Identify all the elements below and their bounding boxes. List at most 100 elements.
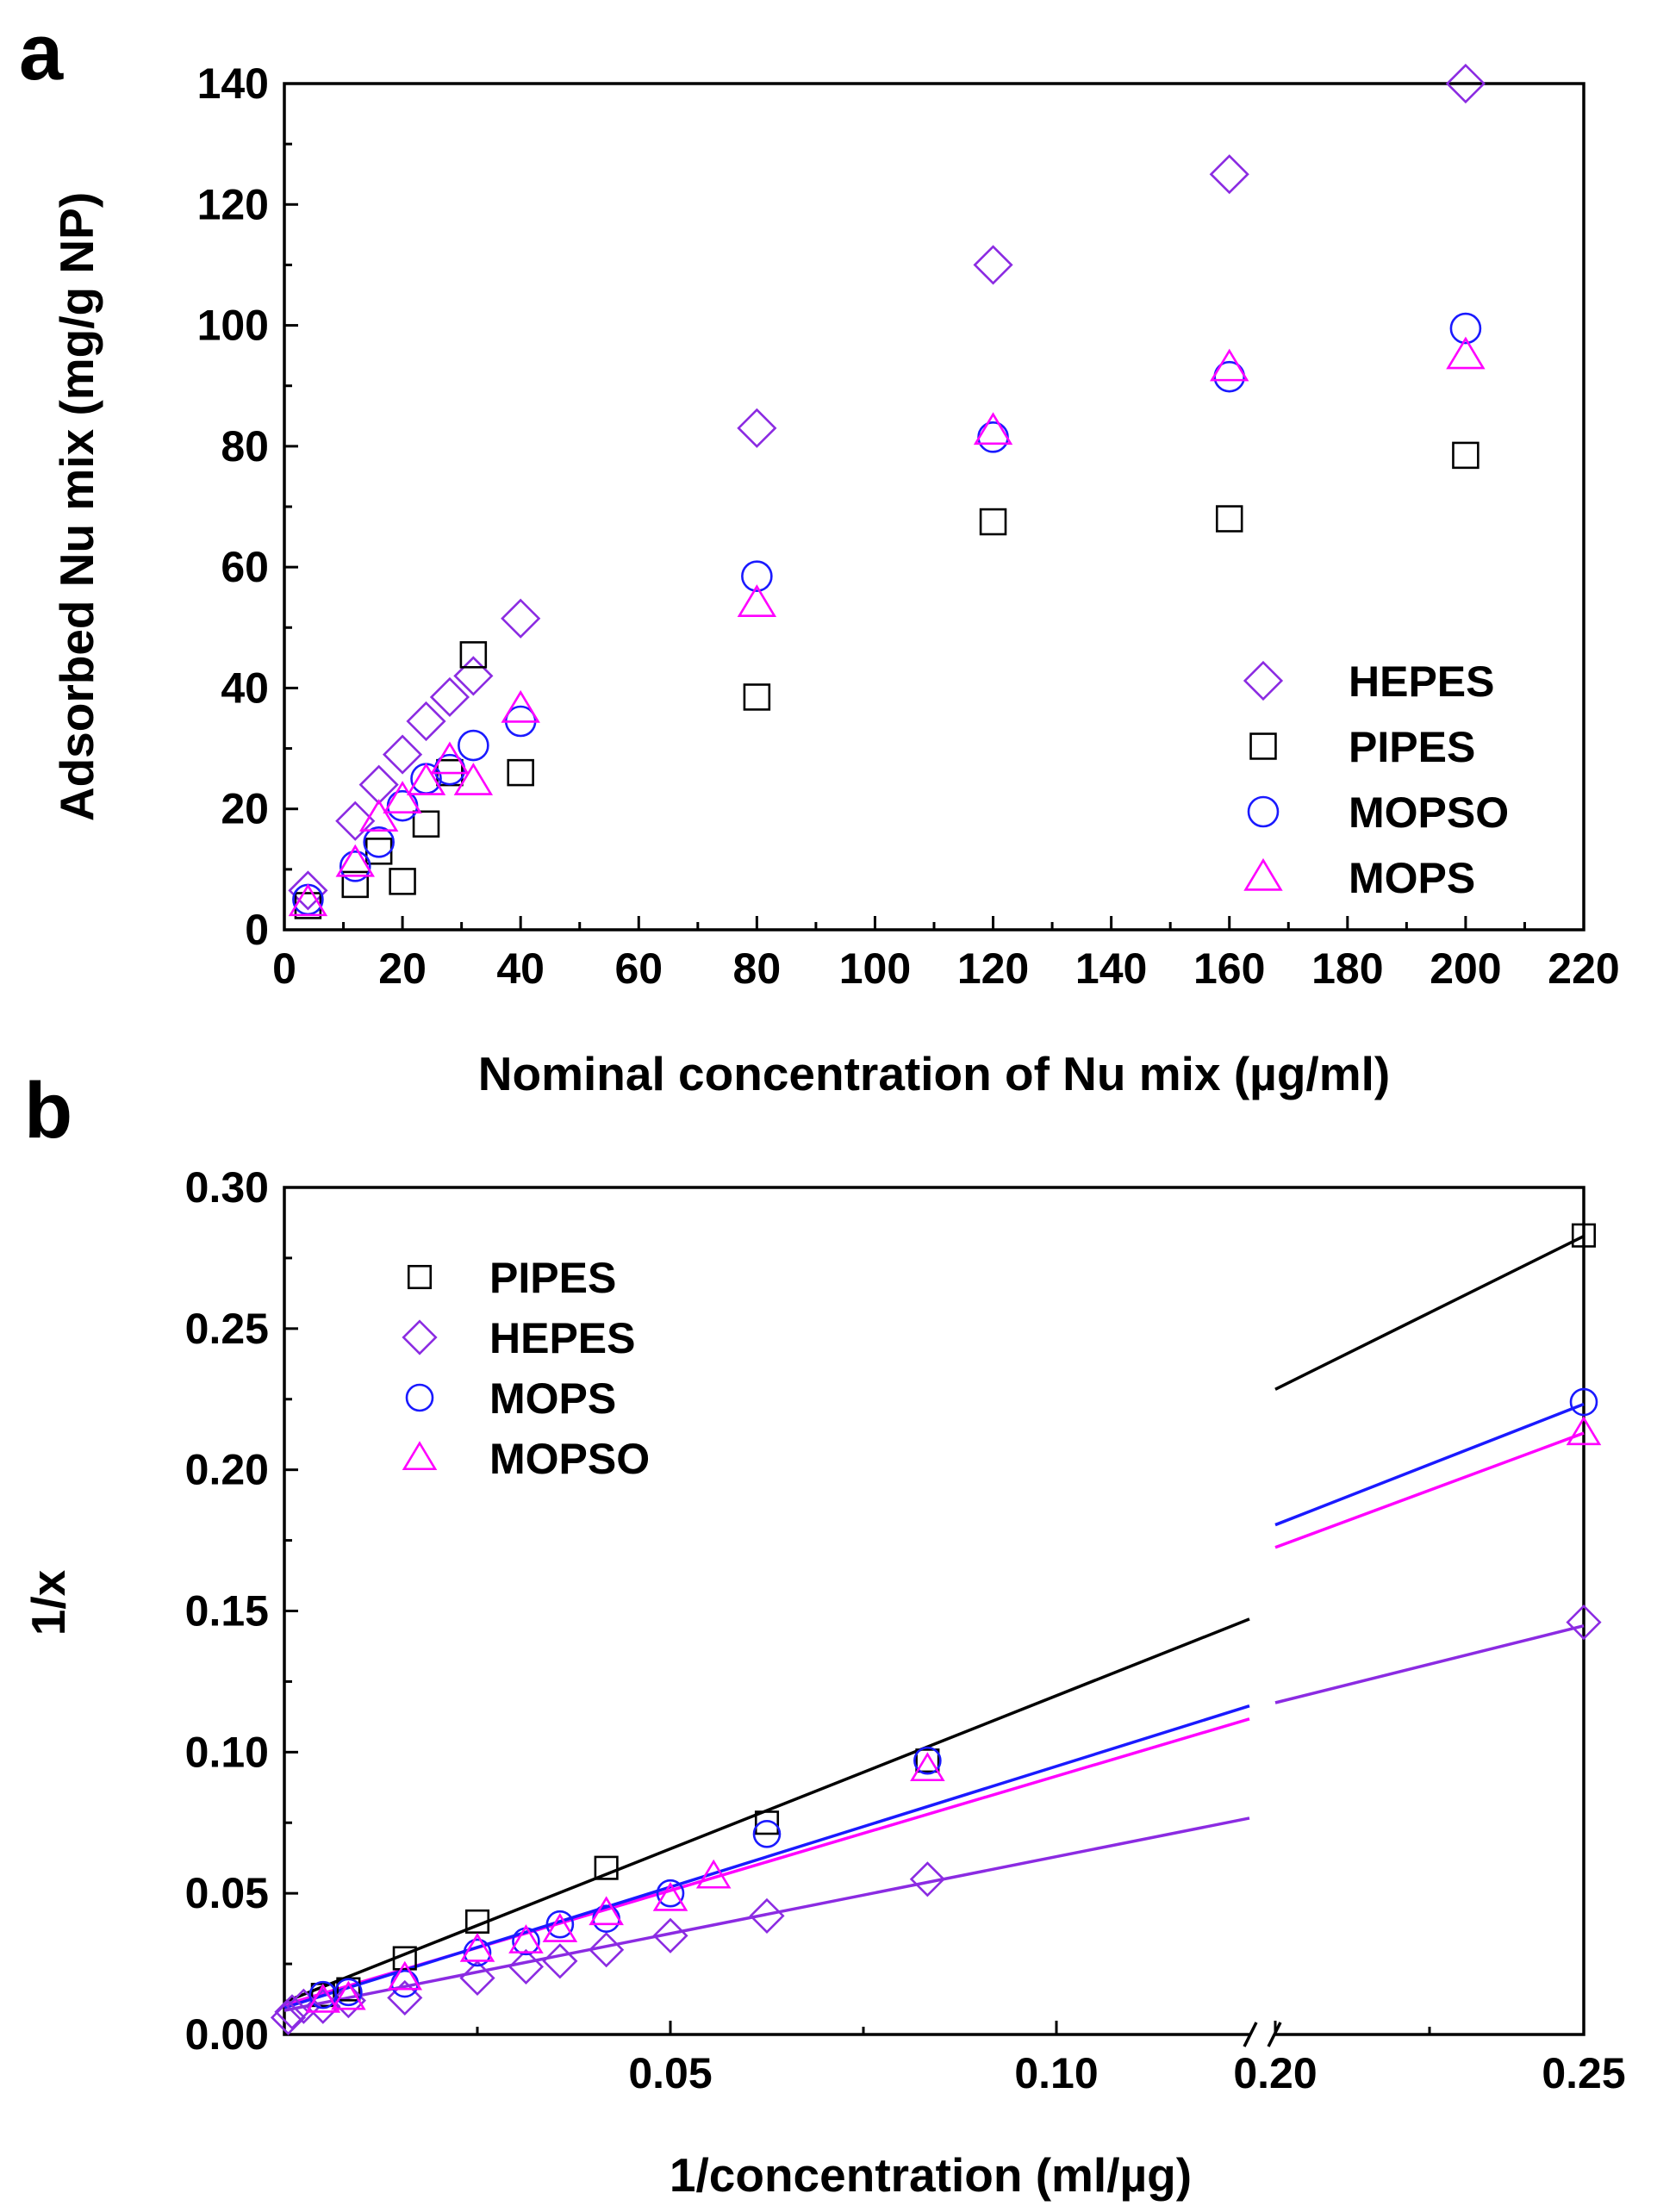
x-tick-label-a: 40: [496, 944, 545, 993]
data-point-mops: [453, 763, 494, 795]
data-point-pipes: [754, 1810, 780, 1835]
data-point-hepes: [749, 1897, 785, 1934]
series-a-mopso: [292, 312, 1482, 916]
legend-marker-mopso: [402, 1441, 438, 1471]
data-point-hepes: [973, 245, 1013, 285]
chart-panel-b: 0.05 0.10 0.20 0.25 0.00 0.05 0.10 0.15 0.20 0.25…: [22, 1163, 1626, 2202]
series-b-pipes: [310, 1223, 1597, 2008]
legend-marker-mops: [1243, 857, 1283, 891]
legend-label-mops: MOPS: [489, 1374, 616, 1423]
data-point-pipes: [341, 870, 370, 899]
series-a-pipes: [294, 441, 1479, 919]
legend-marker-pipes: [407, 1264, 433, 1290]
data-point-hepes: [429, 676, 470, 718]
data-point-hepes: [453, 656, 494, 696]
legend-marker-pipes: [1249, 732, 1277, 760]
chart-panel-a: 0 20 40 60 80 100 120 140 160 180 200 220 0 20 40 60 80 1…: [50, 59, 1620, 1100]
data-point-mops: [383, 781, 422, 813]
data-point-hepes: [406, 701, 446, 742]
x-tick-label-b: 0.20: [1233, 2049, 1317, 2097]
data-point-hepes: [508, 1948, 545, 1985]
y-tick-label-a: 100: [197, 302, 269, 350]
data-point-mopso: [387, 1960, 423, 1991]
data-point-mopso: [589, 1896, 624, 1926]
data-point-pipes: [743, 683, 771, 711]
y-tick-label-a: 0: [245, 906, 269, 954]
legend-b: PIPES HEPES MOPS MOPSO: [402, 1254, 650, 1483]
data-point-pipes: [1215, 505, 1243, 533]
data-point-mopso: [1566, 1416, 1602, 1446]
data-point-hepes: [1209, 154, 1249, 195]
data-point-mops: [737, 584, 777, 617]
fit-line-pipes: [283, 1617, 1250, 2003]
x-tick-label-a: 0: [272, 944, 296, 993]
data-point-pipes: [1571, 1223, 1597, 1248]
data-point-pipes: [979, 508, 1007, 536]
y-tick-label-a: 80: [221, 422, 269, 470]
x-tick-label-b: 0.25: [1542, 2049, 1625, 2097]
panel-label-a: a: [19, 9, 64, 97]
x-axis-label-b: 1/concentration (ml/µg): [670, 2148, 1192, 2202]
data-point-mopso: [508, 1924, 544, 1953]
x-tick-label-a: 80: [733, 944, 782, 993]
data-point-hepes: [288, 870, 328, 911]
series-b-mopso: [305, 1416, 1602, 2013]
data-point-pipes: [389, 868, 416, 895]
fit-line-mopso: [1274, 1431, 1585, 1549]
data-point-mopso: [695, 1859, 732, 1889]
y-tick-label-b: 0.25: [185, 1305, 269, 1353]
x-tick-label-a: 200: [1430, 944, 1501, 993]
data-point-hepes: [459, 1960, 495, 1997]
series-b-mops: [308, 1387, 1598, 2009]
legend-label-mopso: MOPSO: [1349, 788, 1509, 837]
data-point-pipes: [412, 810, 440, 838]
y-tick-label-a: 40: [221, 664, 269, 712]
data-point-mops: [463, 1938, 492, 1967]
data-point-mops: [1210, 348, 1249, 382]
data-point-hepes: [737, 408, 777, 448]
data-point-hepes: [589, 1932, 625, 1968]
data-point-mopso: [910, 1752, 945, 1782]
y-tick-label-a: 20: [221, 785, 269, 833]
data-point-hepes: [274, 1994, 310, 2030]
data-point-pipes: [459, 641, 488, 669]
data-point-mopso: [363, 826, 395, 858]
data-point-mops: [501, 689, 540, 723]
fit-line-hepes: [1274, 1624, 1585, 1704]
legend-label-hepes: HEPES: [1349, 657, 1495, 706]
x-tick-label-a: 140: [1075, 944, 1147, 993]
y-axis-label-b: 1/x: [22, 1569, 75, 1636]
panel-label-b: b: [24, 1067, 72, 1155]
legend-label-pipes: PIPES: [489, 1254, 616, 1302]
x-tick-label-a: 100: [839, 944, 911, 993]
axis-break-mark: [1243, 2022, 1258, 2047]
x-tick-label-a: 160: [1193, 944, 1265, 993]
fit-line-mops: [1274, 1402, 1585, 1527]
x-tick-label-a: 220: [1548, 944, 1619, 993]
data-point-hepes: [383, 734, 423, 775]
data-point-hepes: [652, 1917, 688, 1953]
y-tick-label-b: 0.10: [185, 1728, 269, 1776]
legend-a: HEPES PIPES MOPSO MOPS: [1243, 657, 1509, 902]
data-point-mopso: [458, 729, 489, 762]
legend-label-mopso: MOPSO: [489, 1435, 650, 1483]
series-a-mops: [288, 336, 1486, 917]
data-point-mops: [288, 883, 328, 917]
data-point-hepes: [501, 598, 541, 639]
data-point-mops: [335, 844, 375, 877]
legend-marker-mopso: [1247, 795, 1280, 828]
data-point-hepes: [542, 1943, 578, 1979]
legend-marker-hepes: [1243, 660, 1284, 701]
data-point-pipes: [364, 838, 393, 865]
x-tick-label-b: 0.10: [1014, 2049, 1098, 2097]
x-axis-label-a: Nominal concentration of Nu mix (µg/ml): [478, 1047, 1390, 1100]
y-axis-label-a: Adsorbed Nu mix (mg/g NP): [50, 192, 103, 821]
x-tick-label-a: 60: [614, 944, 663, 993]
data-point-mopso: [1449, 312, 1482, 345]
legend-label-mops: MOPS: [1349, 854, 1475, 902]
data-point-pipes: [507, 758, 534, 787]
data-point-hepes: [1445, 63, 1486, 104]
x-tick-label-a: 180: [1311, 944, 1383, 993]
axis-break-gap: [1249, 2028, 1275, 2041]
y-tick-label-a: 60: [221, 543, 269, 591]
